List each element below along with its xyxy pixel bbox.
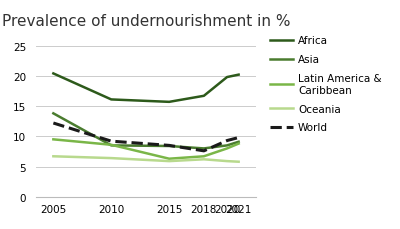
Legend: Africa, Asia, Latin America &
Caribbean, Oceania, World: Africa, Asia, Latin America & Caribbean,…: [270, 36, 382, 133]
Title: Prevalence of undernourishment in %: Prevalence of undernourishment in %: [2, 14, 290, 29]
